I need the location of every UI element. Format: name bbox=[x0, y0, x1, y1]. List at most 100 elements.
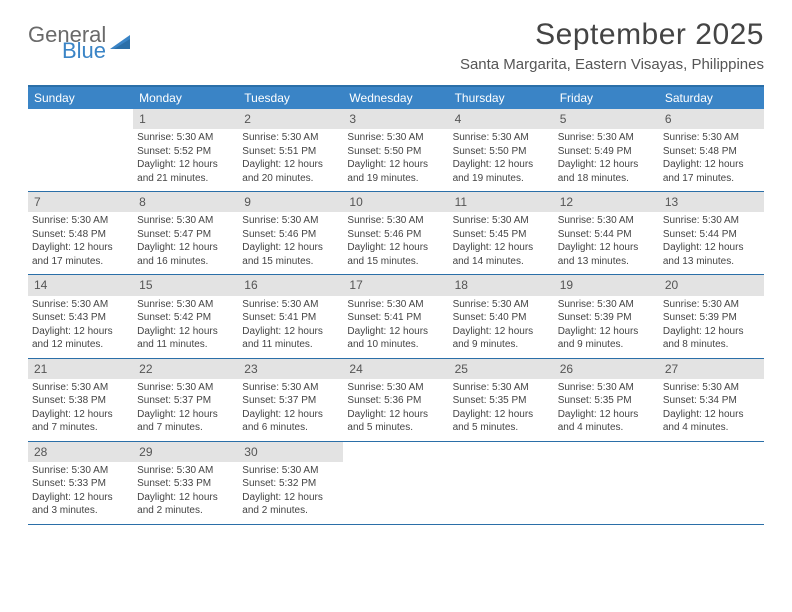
day-info: Sunrise: 5:30 AMSunset: 5:44 PMDaylight:… bbox=[554, 212, 659, 274]
logo-word-blue: Blue bbox=[62, 40, 106, 62]
day-info: Sunrise: 5:30 AMSunset: 5:38 PMDaylight:… bbox=[28, 379, 133, 441]
day-number: 5 bbox=[554, 109, 659, 129]
day-info: Sunrise: 5:30 AMSunset: 5:35 PMDaylight:… bbox=[554, 379, 659, 441]
day-cell: 10Sunrise: 5:30 AMSunset: 5:46 PMDayligh… bbox=[343, 192, 448, 274]
day-info: Sunrise: 5:30 AMSunset: 5:46 PMDaylight:… bbox=[238, 212, 343, 274]
day-cell: 25Sunrise: 5:30 AMSunset: 5:35 PMDayligh… bbox=[449, 359, 554, 441]
day-number: 13 bbox=[659, 192, 764, 212]
day-info: Sunrise: 5:30 AMSunset: 5:52 PMDaylight:… bbox=[133, 129, 238, 191]
week-row: 14Sunrise: 5:30 AMSunset: 5:43 PMDayligh… bbox=[28, 275, 764, 358]
day-number: 17 bbox=[343, 275, 448, 295]
day-info: Sunrise: 5:30 AMSunset: 5:51 PMDaylight:… bbox=[238, 129, 343, 191]
day-cell: 1Sunrise: 5:30 AMSunset: 5:52 PMDaylight… bbox=[133, 109, 238, 191]
day-info: Sunrise: 5:30 AMSunset: 5:49 PMDaylight:… bbox=[554, 129, 659, 191]
title-block: September 2025 Santa Margarita, Eastern … bbox=[460, 18, 764, 73]
day-number: 15 bbox=[133, 275, 238, 295]
day-cell: 19Sunrise: 5:30 AMSunset: 5:39 PMDayligh… bbox=[554, 275, 659, 357]
day-info: Sunrise: 5:30 AMSunset: 5:48 PMDaylight:… bbox=[659, 129, 764, 191]
day-cell: 29Sunrise: 5:30 AMSunset: 5:33 PMDayligh… bbox=[133, 442, 238, 524]
day-number: 16 bbox=[238, 275, 343, 295]
day-number: 28 bbox=[28, 442, 133, 462]
day-number: 14 bbox=[28, 275, 133, 295]
week-row: 28Sunrise: 5:30 AMSunset: 5:33 PMDayligh… bbox=[28, 442, 764, 525]
day-number: 7 bbox=[28, 192, 133, 212]
day-number: 10 bbox=[343, 192, 448, 212]
day-info: Sunrise: 5:30 AMSunset: 5:50 PMDaylight:… bbox=[449, 129, 554, 191]
day-info: Sunrise: 5:30 AMSunset: 5:41 PMDaylight:… bbox=[238, 296, 343, 358]
day-info: Sunrise: 5:30 AMSunset: 5:43 PMDaylight:… bbox=[28, 296, 133, 358]
day-cell: 18Sunrise: 5:30 AMSunset: 5:40 PMDayligh… bbox=[449, 275, 554, 357]
calendar-page: General Blue September 2025 Santa Margar… bbox=[0, 0, 792, 543]
day-cell: 24Sunrise: 5:30 AMSunset: 5:36 PMDayligh… bbox=[343, 359, 448, 441]
day-cell: 30Sunrise: 5:30 AMSunset: 5:32 PMDayligh… bbox=[238, 442, 343, 524]
day-number: 8 bbox=[133, 192, 238, 212]
day-cell: 26Sunrise: 5:30 AMSunset: 5:35 PMDayligh… bbox=[554, 359, 659, 441]
day-cell: 8Sunrise: 5:30 AMSunset: 5:47 PMDaylight… bbox=[133, 192, 238, 274]
dow-header: Saturday bbox=[659, 87, 764, 109]
day-info: Sunrise: 5:30 AMSunset: 5:37 PMDaylight:… bbox=[238, 379, 343, 441]
day-info: Sunrise: 5:30 AMSunset: 5:34 PMDaylight:… bbox=[659, 379, 764, 441]
day-cell: 14Sunrise: 5:30 AMSunset: 5:43 PMDayligh… bbox=[28, 275, 133, 357]
day-number: 9 bbox=[238, 192, 343, 212]
day-cell: 9Sunrise: 5:30 AMSunset: 5:46 PMDaylight… bbox=[238, 192, 343, 274]
day-cell: 21Sunrise: 5:30 AMSunset: 5:38 PMDayligh… bbox=[28, 359, 133, 441]
dow-header: Thursday bbox=[449, 87, 554, 109]
day-number: 24 bbox=[343, 359, 448, 379]
day-cell: 12Sunrise: 5:30 AMSunset: 5:44 PMDayligh… bbox=[554, 192, 659, 274]
day-cell: 6Sunrise: 5:30 AMSunset: 5:48 PMDaylight… bbox=[659, 109, 764, 191]
dow-row: SundayMondayTuesdayWednesdayThursdayFrid… bbox=[28, 87, 764, 109]
day-info: Sunrise: 5:30 AMSunset: 5:40 PMDaylight:… bbox=[449, 296, 554, 358]
weeks-container: 01Sunrise: 5:30 AMSunset: 5:52 PMDayligh… bbox=[28, 109, 764, 525]
logo: General Blue bbox=[28, 24, 134, 62]
day-info: Sunrise: 5:30 AMSunset: 5:47 PMDaylight:… bbox=[133, 212, 238, 274]
day-info: Sunrise: 5:30 AMSunset: 5:39 PMDaylight:… bbox=[659, 296, 764, 358]
day-number: 23 bbox=[238, 359, 343, 379]
day-cell: 15Sunrise: 5:30 AMSunset: 5:42 PMDayligh… bbox=[133, 275, 238, 357]
day-cell: 5Sunrise: 5:30 AMSunset: 5:49 PMDaylight… bbox=[554, 109, 659, 191]
header: General Blue September 2025 Santa Margar… bbox=[28, 18, 764, 73]
day-info: Sunrise: 5:30 AMSunset: 5:32 PMDaylight:… bbox=[238, 462, 343, 524]
day-cell: 0 bbox=[28, 109, 133, 191]
day-number: 4 bbox=[449, 109, 554, 129]
day-cell: 0 bbox=[449, 442, 554, 524]
dow-header: Tuesday bbox=[238, 87, 343, 109]
dow-header: Friday bbox=[554, 87, 659, 109]
dow-header: Monday bbox=[133, 87, 238, 109]
day-info: Sunrise: 5:30 AMSunset: 5:45 PMDaylight:… bbox=[449, 212, 554, 274]
day-info: Sunrise: 5:30 AMSunset: 5:44 PMDaylight:… bbox=[659, 212, 764, 274]
day-info: Sunrise: 5:30 AMSunset: 5:42 PMDaylight:… bbox=[133, 296, 238, 358]
day-info: Sunrise: 5:30 AMSunset: 5:35 PMDaylight:… bbox=[449, 379, 554, 441]
day-number: 12 bbox=[554, 192, 659, 212]
dow-header: Sunday bbox=[28, 87, 133, 109]
day-cell: 17Sunrise: 5:30 AMSunset: 5:41 PMDayligh… bbox=[343, 275, 448, 357]
week-row: 21Sunrise: 5:30 AMSunset: 5:38 PMDayligh… bbox=[28, 359, 764, 442]
calendar: SundayMondayTuesdayWednesdayThursdayFrid… bbox=[28, 85, 764, 525]
day-info: Sunrise: 5:30 AMSunset: 5:41 PMDaylight:… bbox=[343, 296, 448, 358]
day-number: 20 bbox=[659, 275, 764, 295]
day-number: 30 bbox=[238, 442, 343, 462]
location: Santa Margarita, Eastern Visayas, Philip… bbox=[460, 56, 764, 73]
day-info: Sunrise: 5:30 AMSunset: 5:33 PMDaylight:… bbox=[28, 462, 133, 524]
day-info: Sunrise: 5:30 AMSunset: 5:48 PMDaylight:… bbox=[28, 212, 133, 274]
week-row: 01Sunrise: 5:30 AMSunset: 5:52 PMDayligh… bbox=[28, 109, 764, 192]
day-cell: 22Sunrise: 5:30 AMSunset: 5:37 PMDayligh… bbox=[133, 359, 238, 441]
day-cell: 27Sunrise: 5:30 AMSunset: 5:34 PMDayligh… bbox=[659, 359, 764, 441]
dow-header: Wednesday bbox=[343, 87, 448, 109]
logo-triangle-icon bbox=[110, 33, 134, 56]
day-number: 29 bbox=[133, 442, 238, 462]
day-cell: 13Sunrise: 5:30 AMSunset: 5:44 PMDayligh… bbox=[659, 192, 764, 274]
day-number: 1 bbox=[133, 109, 238, 129]
day-number: 2 bbox=[238, 109, 343, 129]
day-info: Sunrise: 5:30 AMSunset: 5:50 PMDaylight:… bbox=[343, 129, 448, 191]
day-cell: 7Sunrise: 5:30 AMSunset: 5:48 PMDaylight… bbox=[28, 192, 133, 274]
day-info: Sunrise: 5:30 AMSunset: 5:36 PMDaylight:… bbox=[343, 379, 448, 441]
day-info: Sunrise: 5:30 AMSunset: 5:46 PMDaylight:… bbox=[343, 212, 448, 274]
day-cell: 16Sunrise: 5:30 AMSunset: 5:41 PMDayligh… bbox=[238, 275, 343, 357]
day-cell: 2Sunrise: 5:30 AMSunset: 5:51 PMDaylight… bbox=[238, 109, 343, 191]
day-number: 26 bbox=[554, 359, 659, 379]
day-cell: 0 bbox=[343, 442, 448, 524]
day-cell: 4Sunrise: 5:30 AMSunset: 5:50 PMDaylight… bbox=[449, 109, 554, 191]
day-number: 11 bbox=[449, 192, 554, 212]
day-info: Sunrise: 5:30 AMSunset: 5:33 PMDaylight:… bbox=[133, 462, 238, 524]
day-cell: 20Sunrise: 5:30 AMSunset: 5:39 PMDayligh… bbox=[659, 275, 764, 357]
